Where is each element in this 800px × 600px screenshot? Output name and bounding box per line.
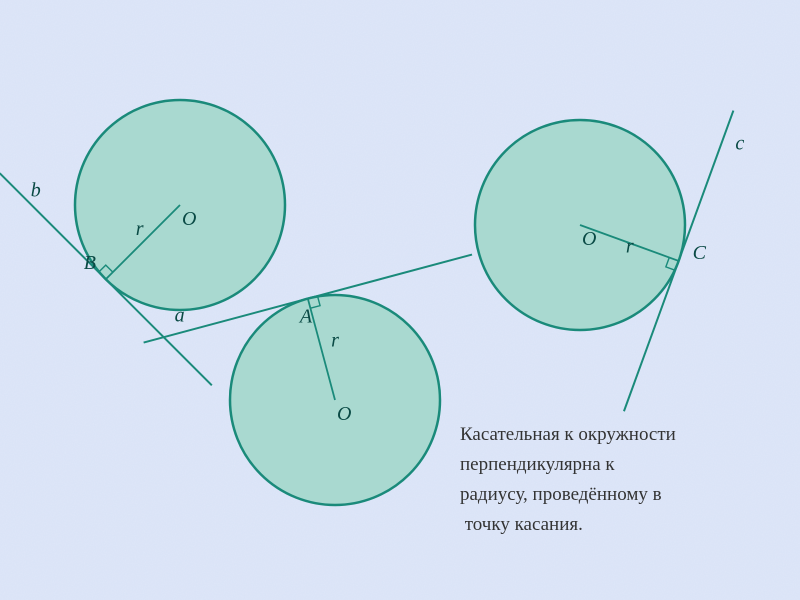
background-noise <box>0 0 800 600</box>
tangent-point-label: C <box>693 242 707 264</box>
theorem-line: Касательная к окружности <box>460 424 676 445</box>
radius-label: r <box>136 218 144 240</box>
radius-label: r <box>626 235 634 257</box>
tangent-line-label: b <box>31 179 41 201</box>
tangent-point-label: B <box>84 252 96 274</box>
tangent-line-label: c <box>735 133 744 155</box>
theorem-line: перпендикулярна к <box>460 454 615 475</box>
tangent-line-label: a <box>175 305 185 327</box>
theorem-line: радиусу, проведённому в <box>460 484 662 505</box>
theorem-line: точку касания. <box>460 514 583 535</box>
tangent-point-label: A <box>298 306 313 328</box>
center-label: O <box>582 228 596 250</box>
center-label: O <box>182 208 196 230</box>
center-label: O <box>337 403 351 425</box>
radius-label: r <box>331 330 339 352</box>
